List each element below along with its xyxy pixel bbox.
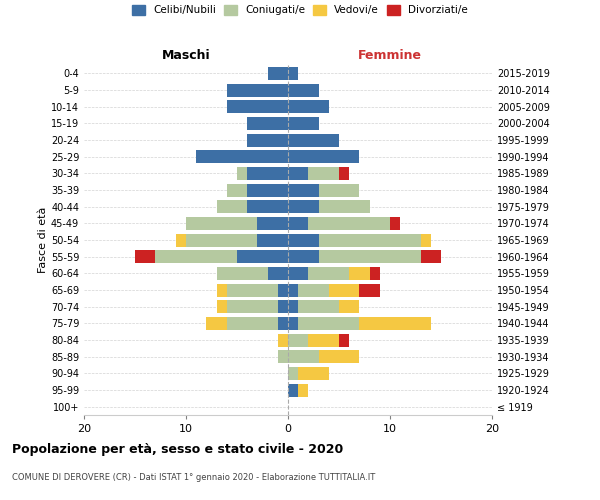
Bar bbox=[298, 367, 329, 380]
Bar bbox=[217, 267, 268, 280]
Bar bbox=[247, 134, 288, 146]
Bar bbox=[268, 67, 288, 80]
Bar bbox=[247, 117, 288, 130]
Bar bbox=[217, 284, 227, 296]
Bar bbox=[155, 250, 237, 263]
Text: COMUNE DI DEROVERE (CR) - Dati ISTAT 1° gennaio 2020 - Elaborazione TUTTITALIA.I: COMUNE DI DEROVERE (CR) - Dati ISTAT 1° … bbox=[12, 472, 375, 482]
Bar bbox=[288, 350, 319, 363]
Bar bbox=[288, 84, 319, 96]
Bar bbox=[288, 167, 308, 180]
Bar bbox=[288, 200, 319, 213]
Bar bbox=[206, 317, 227, 330]
Bar bbox=[421, 234, 431, 246]
Bar bbox=[308, 267, 349, 280]
Legend: Celibi/Nubili, Coniugati/e, Vedovi/e, Divorziati/e: Celibi/Nubili, Coniugati/e, Vedovi/e, Di… bbox=[132, 5, 468, 15]
Bar bbox=[288, 150, 359, 163]
Bar bbox=[227, 284, 278, 296]
Bar bbox=[308, 217, 390, 230]
Bar bbox=[257, 234, 288, 246]
Bar bbox=[288, 300, 298, 313]
Bar bbox=[227, 100, 288, 113]
Bar bbox=[288, 117, 319, 130]
Bar bbox=[288, 334, 308, 346]
Bar bbox=[217, 200, 247, 213]
Bar bbox=[319, 184, 359, 196]
Bar bbox=[329, 284, 359, 296]
Bar bbox=[237, 250, 288, 263]
Bar bbox=[308, 334, 339, 346]
Bar bbox=[319, 250, 421, 263]
Bar bbox=[288, 367, 298, 380]
Bar bbox=[298, 317, 359, 330]
Text: Femmine: Femmine bbox=[358, 48, 422, 62]
Bar bbox=[288, 217, 308, 230]
Bar bbox=[247, 200, 288, 213]
Bar bbox=[288, 234, 319, 246]
Bar bbox=[288, 250, 319, 263]
Bar bbox=[288, 184, 319, 196]
Bar bbox=[319, 200, 370, 213]
Bar bbox=[370, 267, 380, 280]
Bar bbox=[227, 317, 278, 330]
Bar bbox=[247, 167, 288, 180]
Bar bbox=[196, 150, 288, 163]
Bar bbox=[339, 167, 349, 180]
Bar bbox=[278, 284, 288, 296]
Bar bbox=[268, 267, 288, 280]
Bar bbox=[390, 217, 400, 230]
Bar bbox=[278, 350, 288, 363]
Bar bbox=[298, 300, 339, 313]
Bar bbox=[278, 300, 288, 313]
Bar bbox=[339, 300, 359, 313]
Bar bbox=[359, 317, 431, 330]
Bar bbox=[227, 184, 247, 196]
Bar bbox=[339, 334, 349, 346]
Bar bbox=[227, 84, 288, 96]
Bar bbox=[359, 284, 380, 296]
Bar bbox=[298, 284, 329, 296]
Bar bbox=[308, 167, 339, 180]
Bar bbox=[278, 334, 288, 346]
Bar bbox=[186, 217, 257, 230]
Text: Maschi: Maschi bbox=[161, 48, 211, 62]
Y-axis label: Fasce di età: Fasce di età bbox=[38, 207, 48, 273]
Bar bbox=[278, 317, 288, 330]
Bar bbox=[217, 300, 227, 313]
Bar bbox=[319, 350, 359, 363]
Bar bbox=[288, 317, 298, 330]
Bar bbox=[176, 234, 186, 246]
Bar bbox=[288, 100, 329, 113]
Text: Popolazione per età, sesso e stato civile - 2020: Popolazione per età, sesso e stato civil… bbox=[12, 442, 343, 456]
Bar bbox=[288, 267, 308, 280]
Bar bbox=[349, 267, 370, 280]
Bar bbox=[288, 284, 298, 296]
Bar bbox=[298, 384, 308, 396]
Bar bbox=[247, 184, 288, 196]
Bar bbox=[421, 250, 441, 263]
Bar bbox=[288, 67, 298, 80]
Bar bbox=[227, 300, 278, 313]
Bar bbox=[288, 134, 339, 146]
Bar bbox=[237, 167, 247, 180]
Bar bbox=[186, 234, 257, 246]
Bar bbox=[288, 384, 298, 396]
Bar bbox=[257, 217, 288, 230]
Bar bbox=[135, 250, 155, 263]
Bar bbox=[319, 234, 421, 246]
